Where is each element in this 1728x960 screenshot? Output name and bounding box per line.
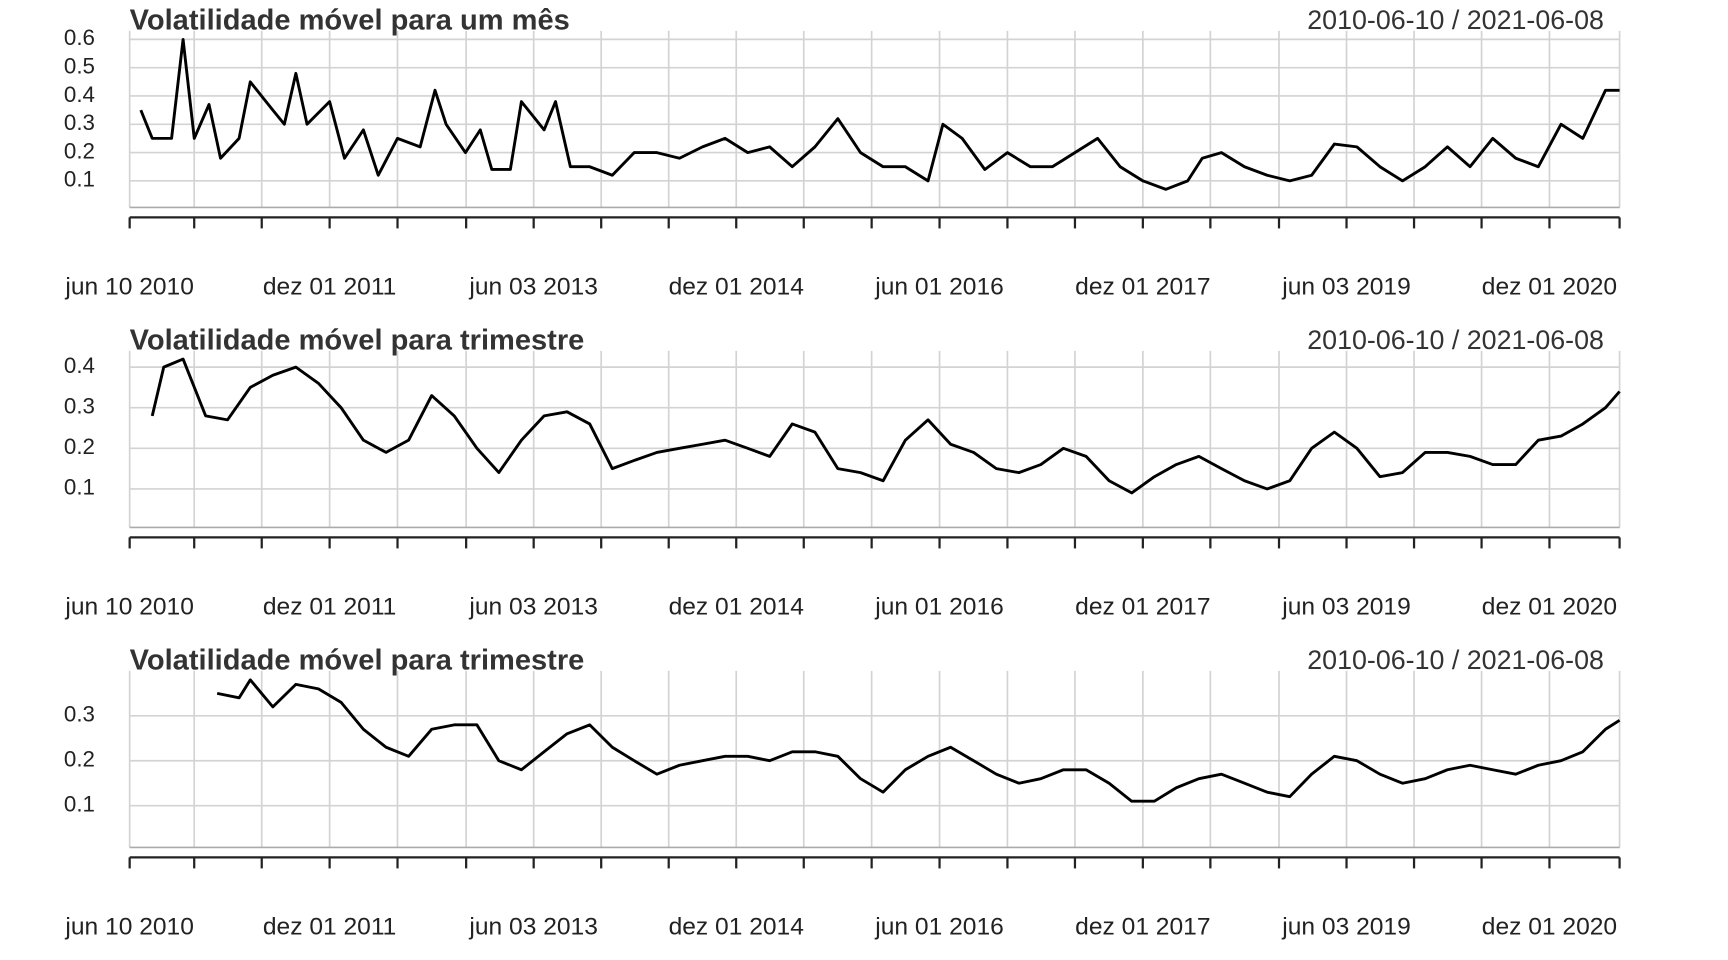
series-line	[139, 37, 1620, 191]
y-tick-label: 0.4	[64, 82, 95, 107]
x-tick-label: jun 10 2010	[64, 594, 193, 621]
y-tick-label: 0.2	[64, 434, 95, 459]
x-tick-label: dez 01 2014	[669, 594, 804, 621]
x-tick-label: dez 01 2011	[263, 594, 396, 621]
x-tick-label: dez 01 2014	[669, 914, 804, 941]
y-tick-label: 0.3	[64, 394, 95, 419]
x-tick-label: jun 10 2010	[64, 274, 193, 301]
y-tick-label: 0.2	[64, 139, 95, 164]
date-range: 2010-06-10 / 2021-06-08	[1307, 5, 1604, 35]
x-tick-label: dez 01 2011	[263, 274, 396, 301]
x-tick-label: jun 03 2013	[468, 274, 597, 301]
chart-title: Volatilidade móvel para trimestre	[130, 645, 585, 677]
y-tick-label: 0.3	[64, 702, 95, 727]
date-range: 2010-06-10 / 2021-06-08	[1307, 325, 1604, 355]
y-tick-label: 0.5	[64, 54, 95, 79]
y-tick-label: 0.4	[64, 353, 95, 378]
x-tick-label: dez 01 2014	[669, 274, 804, 301]
chart-title: Volatilidade móvel para trimestre	[130, 325, 585, 357]
series-line	[150, 357, 1621, 495]
x-tick-label: dez 01 2017	[1075, 594, 1210, 621]
x-tick-label: dez 01 2011	[263, 914, 396, 941]
x-tick-label: dez 01 2020	[1482, 594, 1617, 621]
x-tick-label: jun 03 2019	[1281, 594, 1410, 621]
y-tick-label: 0.6	[64, 25, 95, 50]
x-tick-label: jun 03 2013	[468, 594, 597, 621]
x-tick-label: dez 01 2020	[1482, 274, 1617, 301]
series-line	[216, 678, 1621, 803]
y-tick-label: 0.1	[64, 792, 95, 817]
chart-title: Volatilidade móvel para um mês	[130, 5, 570, 37]
y-tick-label: 0.1	[64, 167, 95, 192]
x-tick-label: jun 03 2019	[1281, 914, 1410, 941]
x-tick-label: jun 10 2010	[64, 914, 193, 941]
y-tick-label: 0.3	[64, 110, 95, 135]
x-tick-label: jun 01 2016	[874, 914, 1003, 941]
x-tick-label: jun 01 2016	[874, 594, 1003, 621]
date-range: 2010-06-10 / 2021-06-08	[1307, 645, 1604, 675]
x-tick-label: dez 01 2017	[1075, 274, 1210, 301]
y-tick-label: 0.2	[64, 747, 95, 772]
x-tick-label: jun 01 2016	[874, 274, 1003, 301]
y-tick-label: 0.1	[64, 475, 95, 500]
x-tick-label: dez 01 2020	[1482, 914, 1617, 941]
x-tick-label: jun 03 2019	[1281, 274, 1410, 301]
x-tick-label: jun 03 2013	[468, 914, 597, 941]
x-tick-label: dez 01 2017	[1075, 914, 1210, 941]
